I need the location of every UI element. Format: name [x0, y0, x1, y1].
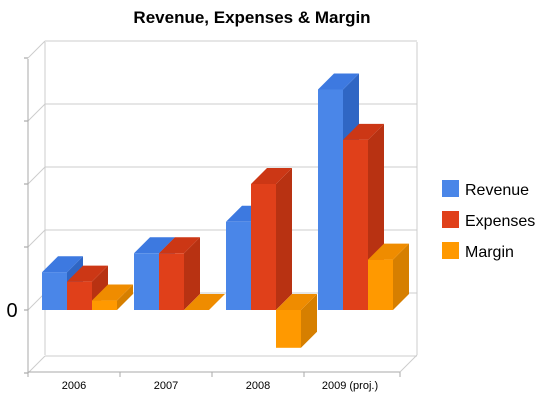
x-tick-label: 2008: [246, 380, 270, 392]
bar-top: [251, 168, 292, 184]
gridline-side: [27, 103, 46, 122]
legend-label: Revenue: [465, 182, 529, 199]
floor-edge: [399, 354, 418, 373]
bar-top: [318, 73, 359, 90]
bar-front: [276, 310, 301, 348]
gridline-side: [27, 229, 46, 248]
bar-top: [159, 237, 200, 254]
x-tick-label: 2009 (proj.): [322, 380, 378, 392]
bar-front: [159, 253, 184, 310]
legend-swatch: [442, 211, 459, 228]
bar-side: [117, 284, 133, 310]
bar-front: [92, 300, 117, 310]
bar-front: [42, 272, 67, 310]
bar-expenses-1: [159, 237, 200, 310]
bar-top: [42, 256, 83, 273]
bar-front: [226, 221, 251, 310]
bar-front: [134, 253, 159, 310]
bar-margin-0: [92, 284, 133, 310]
bar-top: [368, 243, 409, 260]
legend-item-expenses: Expenses: [442, 211, 535, 230]
bar-side: [184, 237, 200, 310]
bar-top: [134, 237, 175, 254]
legend-label: Margin: [465, 244, 514, 261]
legend-swatch: [442, 180, 459, 197]
bar-top: [276, 294, 317, 310]
x-axis-labels: 2006 2007 2008 2009 (proj.): [62, 380, 378, 392]
y-tick-label-0: 0: [6, 300, 17, 322]
bar-margin-2: [276, 294, 317, 348]
bars: [42, 73, 409, 348]
bar-front: [318, 89, 343, 310]
bar-side: [301, 294, 317, 348]
legend-item-revenue: Revenue: [442, 180, 529, 199]
bar-top: [67, 265, 108, 282]
bar-front: [343, 139, 368, 310]
bar-front: [251, 184, 276, 310]
bar-top: [343, 123, 384, 140]
gridline-side: [27, 40, 46, 59]
bar-margin-1: [184, 294, 225, 310]
legend-label: Expenses: [465, 213, 535, 230]
x-tick-label: 2006: [62, 380, 86, 392]
bar-front: [67, 281, 92, 310]
x-tick-label: 2007: [154, 380, 178, 392]
bar-top: [184, 294, 225, 310]
bar-front: [368, 259, 393, 310]
legend-item-margin: Margin: [442, 242, 514, 261]
bar-expenses-2: [251, 168, 292, 310]
chart-title: Revenue, Expenses & Margin: [133, 8, 370, 27]
bar-side: [276, 168, 292, 310]
legend-swatch: [442, 242, 459, 259]
bar-side: [393, 243, 409, 310]
bar-top: [92, 284, 133, 301]
gridline-side: [27, 355, 46, 374]
legend: Revenue Expenses Margin: [442, 180, 535, 261]
bar-margin-3: [368, 243, 409, 310]
gridline-side: [27, 166, 46, 185]
